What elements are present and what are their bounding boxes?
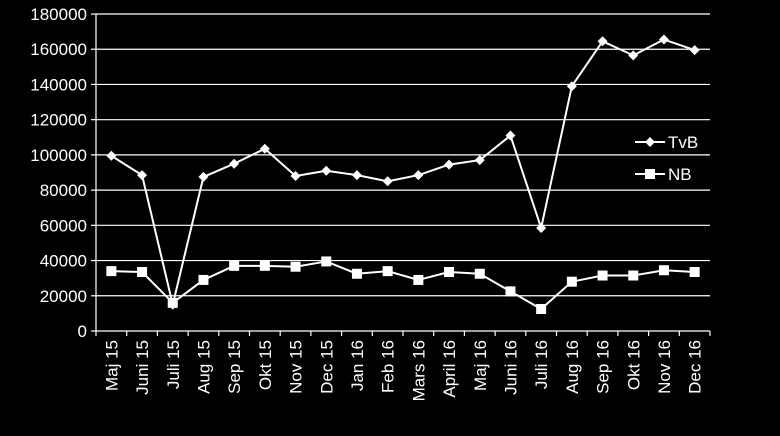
data-point-tvb — [413, 170, 424, 181]
data-point-tvb — [137, 170, 148, 181]
data-point-tvb — [658, 34, 669, 45]
data-point-nb — [351, 268, 362, 279]
data-point-tvb — [321, 165, 332, 176]
data-point-tvb — [597, 36, 608, 47]
legend-item-nb: NB — [635, 165, 692, 184]
data-point-nb — [259, 260, 270, 271]
data-point-nb — [566, 276, 577, 287]
x-tick-label: Juni 16 — [501, 340, 520, 395]
data-point-tvb — [351, 170, 362, 181]
x-tick-label: Dec 15 — [317, 340, 336, 394]
x-tick-label: Okt 15 — [256, 340, 275, 390]
y-tick-label: 20000 — [40, 287, 87, 306]
data-point-tvb — [444, 159, 455, 170]
legend-item-tvb: TvB — [635, 133, 698, 152]
data-point-nb — [106, 266, 117, 277]
y-tick-label: 0 — [78, 322, 87, 341]
data-point-tvb — [259, 143, 270, 154]
legend-label-tvb: TvB — [668, 133, 698, 152]
data-point-nb — [474, 268, 485, 279]
x-tick-label: Feb 16 — [379, 340, 398, 393]
data-point-nb — [597, 270, 608, 281]
series-line-nb — [111, 260, 695, 310]
data-point-nb — [137, 267, 148, 278]
y-tick-label: 140000 — [30, 75, 87, 94]
data-point-nb — [198, 274, 209, 285]
data-point-nb — [536, 303, 547, 314]
data-point-tvb — [505, 130, 516, 141]
data-point-nb — [444, 267, 455, 278]
x-tick-label: Nov 16 — [655, 340, 674, 394]
x-tick-label: Dec 16 — [686, 340, 705, 394]
x-tick-label: Juli 16 — [532, 340, 551, 389]
x-tick-label: Aug 15 — [194, 340, 213, 394]
x-tick-label: Aug 16 — [563, 340, 582, 394]
data-point-tvb — [566, 81, 577, 92]
x-tick-label: Juli 15 — [164, 340, 183, 389]
legend-marker-nb — [645, 169, 655, 179]
x-tick-label: Juni 15 — [133, 340, 152, 395]
series-layer — [106, 34, 700, 314]
data-point-tvb — [628, 50, 639, 61]
x-tick-label: Maj 16 — [471, 340, 490, 391]
y-tick-label: 80000 — [40, 181, 87, 200]
legend: TvB NB — [635, 133, 698, 184]
x-tick-label: Mars 16 — [409, 340, 428, 401]
x-tick-label: Maj 15 — [102, 340, 121, 391]
data-point-tvb — [689, 45, 700, 56]
x-tick-label: Jan 16 — [348, 340, 367, 391]
data-point-nb — [167, 297, 178, 308]
y-tick-label: 120000 — [30, 111, 87, 130]
x-axis: Maj 15 Juni 15 Juli 15 Aug 15 Sep 15 Okt 15 No… — [95, 330, 711, 401]
x-tick-label: Sep 16 — [594, 340, 613, 394]
y-axis: 0 20000 40000 60000 80000 100000 120000 140000 1… — [30, 5, 97, 341]
data-point-tvb — [290, 171, 301, 182]
data-point-tvb — [536, 222, 547, 233]
y-tick-label: 160000 — [30, 40, 87, 59]
legend-marker-tvb — [645, 137, 655, 147]
data-point-tvb — [198, 171, 209, 182]
y-tick-label: 180000 — [30, 5, 87, 24]
gridlines — [96, 13, 710, 297]
data-point-nb — [505, 286, 516, 297]
y-tick-label: 40000 — [40, 252, 87, 271]
data-point-nb — [321, 256, 332, 267]
x-tick-label: Sep 15 — [225, 340, 244, 394]
data-point-nb — [658, 265, 669, 276]
data-point-nb — [290, 261, 301, 272]
data-point-tvb — [229, 158, 240, 169]
series-line-tvb — [110, 38, 695, 306]
data-point-tvb — [382, 176, 393, 187]
x-tick-label: April 16 — [440, 340, 459, 398]
y-tick-label: 100000 — [30, 146, 87, 165]
x-tick-label: Okt 16 — [624, 340, 643, 390]
data-point-nb — [229, 260, 240, 271]
data-point-nb — [382, 266, 393, 277]
legend-label-nb: NB — [668, 165, 692, 184]
data-point-nb — [689, 267, 700, 278]
data-point-tvb — [474, 155, 485, 166]
data-point-tvb — [106, 150, 117, 161]
y-tick-label: 60000 — [40, 216, 87, 235]
x-tick-label: Nov 15 — [287, 340, 306, 394]
data-point-nb — [413, 274, 424, 285]
data-point-nb — [628, 270, 639, 281]
